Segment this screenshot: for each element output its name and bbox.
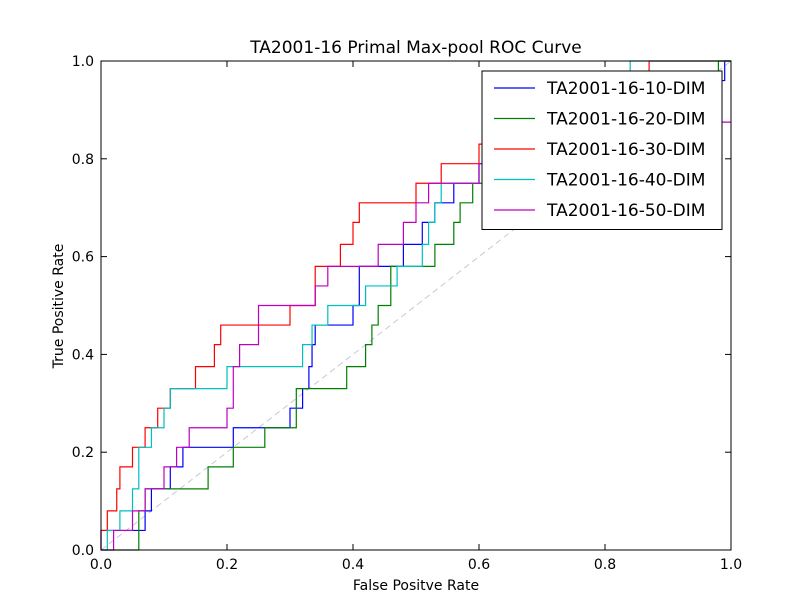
legend-label-4: TA2001-16-40-DIM xyxy=(546,171,705,191)
plot-frame xyxy=(100,60,732,551)
legend-label-2: TA2001-16-20-DIM xyxy=(546,110,705,130)
x-tick-label: 1.0 xyxy=(720,557,742,573)
plot-area xyxy=(100,60,732,551)
legend-label-1: TA2001-16-10-DIM xyxy=(546,79,705,99)
legend-label-5: TA2001-16-50-DIM xyxy=(546,201,705,221)
y-tick-label: 1.0 xyxy=(72,54,94,70)
legend-label-3: TA2001-16-30-DIM xyxy=(546,140,705,160)
x-tick-label: 0.6 xyxy=(468,557,490,573)
y-tick-label: 0.8 xyxy=(72,152,94,168)
x-axis-label: False Positve Rate xyxy=(353,578,479,594)
axis-ticks: 0.0 0.2 0.4 0.6 0.8 1.0 0.0 0.2 0.4 0.6 0.8 1.0 xyxy=(72,54,742,573)
series-line-3 xyxy=(100,60,731,550)
legend-box xyxy=(481,70,723,230)
x-tick-label: 0.2 xyxy=(216,557,238,573)
x-tick-label: 0.8 xyxy=(594,557,616,573)
y-tick-label: 0.4 xyxy=(72,347,94,363)
series-line-5 xyxy=(101,121,731,551)
series-line-2 xyxy=(101,60,731,551)
y-tick-label: 0.2 xyxy=(72,445,94,461)
x-tick-label: 0.4 xyxy=(342,557,364,573)
x-tick-label: 0.0 xyxy=(90,557,112,573)
chart-title: TA2001-16 Primal Max-pool ROC Curve xyxy=(249,38,582,58)
series-line-4 xyxy=(101,60,731,551)
y-tick-label: 0.6 xyxy=(72,250,94,266)
legend: TA2001-16-10-DIM TA2001-16-20-DIM TA2001-1… xyxy=(481,70,723,230)
y-tick-label: 0.0 xyxy=(72,543,94,559)
y-axis-label: True Positive Rate xyxy=(51,244,67,370)
